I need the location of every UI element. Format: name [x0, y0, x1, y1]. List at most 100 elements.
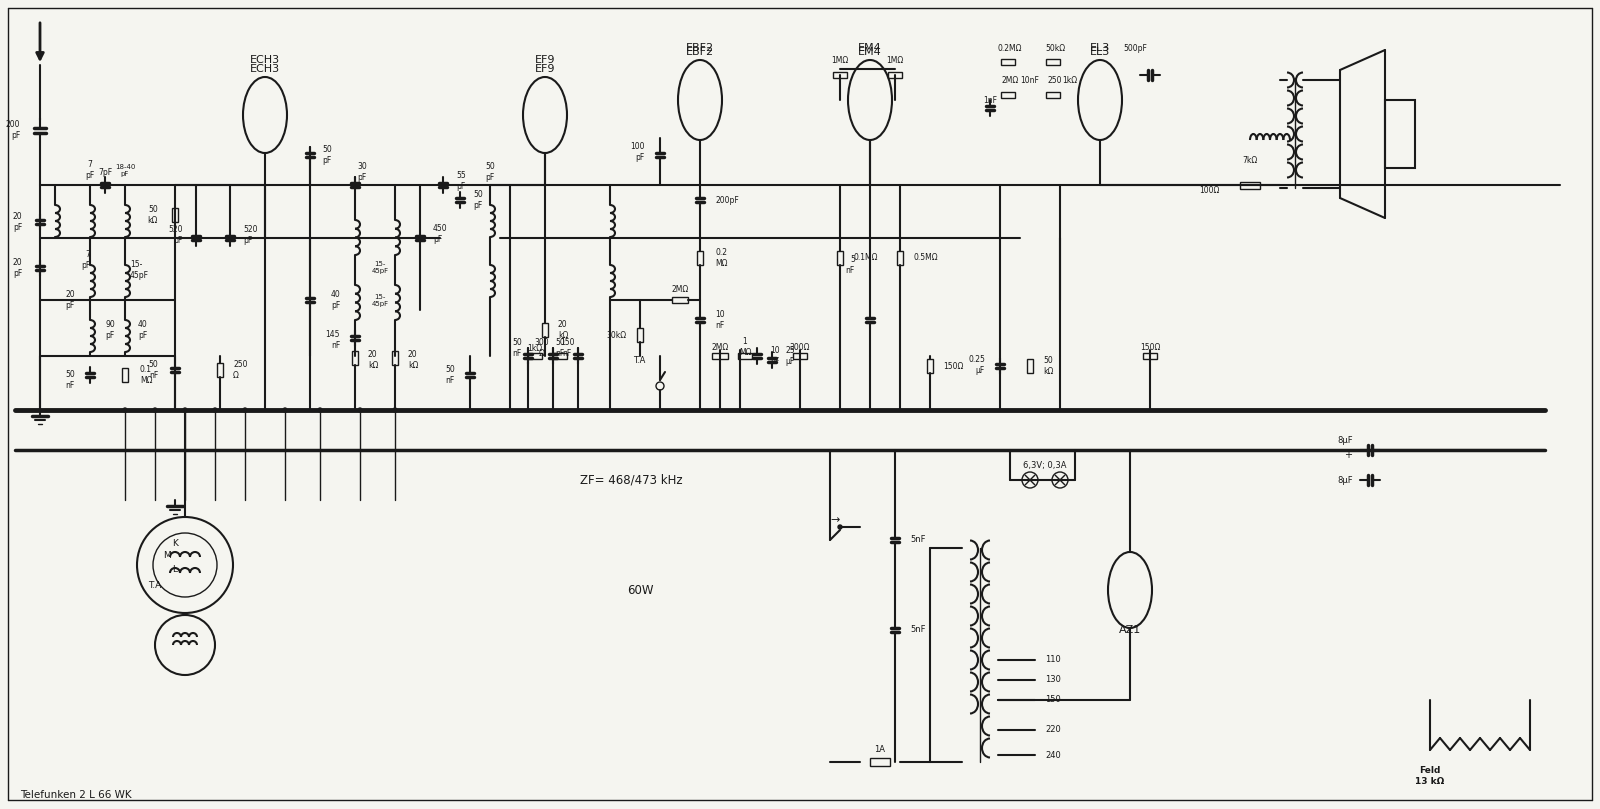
- Text: 50kΩ: 50kΩ: [1045, 44, 1066, 53]
- Text: 20
kΩ: 20 kΩ: [368, 350, 378, 370]
- Text: 30
pF: 30 pF: [357, 163, 366, 182]
- Text: 0.25
µF: 0.25 µF: [968, 355, 986, 375]
- Text: EF9: EF9: [534, 64, 555, 74]
- Text: 1kΩ: 1kΩ: [528, 344, 542, 353]
- Circle shape: [838, 525, 842, 529]
- Text: 50
nF: 50 nF: [555, 338, 565, 358]
- Text: 20
kΩ: 20 kΩ: [558, 320, 568, 340]
- Bar: [528, 353, 542, 359]
- Text: 2MΩ: 2MΩ: [1002, 75, 1019, 84]
- Circle shape: [154, 408, 157, 412]
- Text: 0.1MΩ: 0.1MΩ: [853, 253, 877, 262]
- Text: 0.2MΩ: 0.2MΩ: [998, 44, 1022, 53]
- Text: T.A: T.A: [632, 355, 645, 365]
- Text: AZ1: AZ1: [1118, 625, 1141, 635]
- Text: L: L: [173, 565, 178, 574]
- Text: 1MΩ: 1MΩ: [832, 56, 848, 65]
- Text: 150Ω: 150Ω: [1139, 342, 1160, 351]
- Text: 200
pF: 200 pF: [5, 121, 19, 140]
- Text: EM4: EM4: [858, 43, 882, 53]
- Text: 5nF: 5nF: [910, 536, 925, 544]
- Text: 50
nF: 50 nF: [445, 366, 454, 385]
- Text: 20
pF: 20 pF: [66, 290, 75, 310]
- Bar: [926, 359, 933, 373]
- Text: 50
kΩ: 50 kΩ: [1043, 356, 1053, 375]
- Text: 55
pF: 55 pF: [456, 172, 466, 191]
- Bar: [1240, 181, 1261, 188]
- Text: 20
kΩ: 20 kΩ: [408, 350, 418, 370]
- Text: 130: 130: [1045, 676, 1061, 684]
- Text: 10nF: 10nF: [1021, 75, 1040, 84]
- Circle shape: [182, 408, 187, 412]
- Bar: [1142, 353, 1157, 359]
- Bar: [173, 208, 178, 222]
- Text: 7
pF: 7 pF: [85, 160, 94, 180]
- Text: 1
MΩ: 1 MΩ: [739, 337, 752, 357]
- Bar: [1046, 59, 1059, 65]
- Bar: [888, 72, 902, 78]
- Text: EF9: EF9: [534, 55, 555, 65]
- Bar: [1386, 100, 1414, 168]
- Bar: [1002, 59, 1014, 65]
- Text: 50
kΩ: 50 kΩ: [147, 205, 158, 225]
- Text: 18-40
pF: 18-40 pF: [115, 163, 134, 176]
- Text: 15-
45pF: 15- 45pF: [371, 294, 389, 307]
- Text: 7
pF: 7 pF: [80, 250, 90, 269]
- Text: EBF2: EBF2: [686, 47, 714, 57]
- Text: 7pF: 7pF: [98, 167, 112, 176]
- Text: 30kΩ: 30kΩ: [606, 331, 627, 340]
- Bar: [870, 758, 890, 766]
- Text: +: +: [1344, 450, 1352, 460]
- Bar: [794, 353, 806, 359]
- Text: ECH3: ECH3: [250, 64, 280, 74]
- Text: 20
pF: 20 pF: [13, 212, 22, 231]
- Text: 10
nF: 10 nF: [715, 311, 725, 330]
- Text: 20
pF: 20 pF: [13, 258, 22, 277]
- Text: 0.5MΩ: 0.5MΩ: [914, 253, 938, 262]
- Text: 2MΩ: 2MΩ: [672, 286, 688, 294]
- Bar: [738, 353, 752, 359]
- Text: 50
nF: 50 nF: [149, 360, 158, 379]
- Text: 0.2
MΩ: 0.2 MΩ: [715, 248, 728, 268]
- Bar: [1002, 92, 1014, 98]
- Circle shape: [123, 408, 126, 412]
- Circle shape: [358, 408, 362, 412]
- Text: 50
nF: 50 nF: [512, 338, 522, 358]
- Text: 40
pF: 40 pF: [330, 290, 339, 310]
- Text: 5
nF: 5 nF: [846, 256, 854, 275]
- Text: 110: 110: [1045, 655, 1061, 664]
- Text: T.A: T.A: [149, 581, 162, 590]
- Text: 1nF: 1nF: [982, 95, 997, 104]
- Text: 40
pF: 40 pF: [138, 320, 147, 340]
- Text: 6,3V; 0,3A: 6,3V; 0,3A: [1024, 460, 1067, 469]
- Text: →: →: [830, 515, 840, 525]
- Text: 25
µF: 25 µF: [786, 346, 795, 366]
- Text: 5nF: 5nF: [910, 625, 925, 634]
- Text: EL3: EL3: [1090, 47, 1110, 57]
- Text: 450
pF: 450 pF: [434, 224, 448, 244]
- Bar: [542, 323, 547, 337]
- Text: 300Ω: 300Ω: [790, 342, 810, 351]
- Text: 50
nF: 50 nF: [66, 371, 75, 390]
- Text: Feld
13 kΩ: Feld 13 kΩ: [1416, 766, 1445, 786]
- Bar: [672, 297, 688, 303]
- Bar: [392, 351, 398, 365]
- Circle shape: [243, 408, 246, 412]
- Text: 240: 240: [1045, 751, 1061, 760]
- Text: 100
pF: 100 pF: [630, 142, 645, 162]
- Circle shape: [318, 408, 322, 412]
- Text: 520
pF: 520 pF: [168, 225, 182, 244]
- Bar: [122, 368, 128, 382]
- Text: 300
Ω: 300 Ω: [534, 338, 549, 358]
- Text: EL3: EL3: [1090, 43, 1110, 53]
- Text: 50
pF: 50 pF: [322, 146, 331, 165]
- Bar: [834, 72, 846, 78]
- Bar: [698, 251, 702, 265]
- Text: 10
nF: 10 nF: [770, 346, 779, 366]
- Text: 2MΩ: 2MΩ: [712, 342, 728, 351]
- Bar: [352, 351, 358, 365]
- Circle shape: [394, 408, 397, 412]
- Bar: [1046, 92, 1059, 98]
- Text: 50
pF: 50 pF: [485, 163, 494, 182]
- Text: EM4: EM4: [858, 47, 882, 57]
